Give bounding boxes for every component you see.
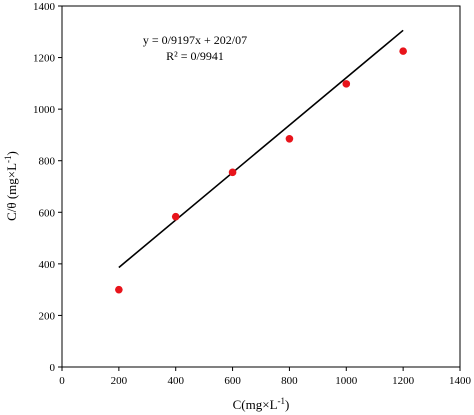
regression-line [118, 29, 404, 269]
x-axis-title: C(mg×L-1) [233, 396, 290, 412]
x-tick-label: 200 [111, 375, 128, 387]
x-axis-title-sup: -1 [278, 396, 286, 406]
y-axis-ticks: 0 200 400 600 800 1000 1200 1400 [33, 1, 62, 374]
data-point [285, 134, 294, 143]
y-tick-label: 600 [39, 207, 56, 219]
y-axis-title-sup: -1 [3, 155, 13, 163]
equation-annotation: y = 0/9197x + 202/07 [143, 33, 247, 47]
data-point [171, 212, 180, 221]
x-axis-ticks: 0 200 400 600 800 1000 1200 1400 [59, 367, 472, 387]
x-tick-label: 400 [167, 375, 184, 387]
x-tick-label: 1200 [392, 375, 415, 387]
data-point [342, 80, 351, 88]
data-points [115, 47, 407, 294]
y-axis-title-tail: ) [4, 151, 19, 155]
y-tick-label: 800 [39, 156, 56, 168]
x-tick-label: 1400 [449, 375, 472, 387]
x-axis-title-main: C(mg×L [233, 397, 278, 412]
y-axis-title-main: C/θ (mg×L [4, 163, 19, 221]
x-tick-label: 1000 [335, 375, 358, 387]
data-point [115, 285, 123, 294]
y-tick-label: 0 [50, 362, 56, 374]
y-tick-label: 1200 [33, 53, 56, 65]
x-tick-label: 600 [224, 375, 241, 387]
y-axis-title: C/θ (mg×L-1) [3, 151, 19, 221]
y-tick-label: 1000 [33, 104, 56, 116]
x-tick-label: 800 [281, 375, 298, 387]
regression-line-group [118, 29, 404, 269]
data-point [228, 168, 237, 177]
x-axis-title-tail: ) [285, 397, 289, 412]
y-tick-label: 400 [39, 259, 56, 271]
x-tick-label: 0 [59, 375, 65, 387]
y-tick-label: 1400 [33, 1, 56, 13]
r-squared-annotation: R² = 0/9941 [166, 49, 224, 63]
y-tick-label: 200 [39, 310, 56, 322]
plot-area-frame [61, 5, 461, 368]
data-point [399, 47, 407, 55]
